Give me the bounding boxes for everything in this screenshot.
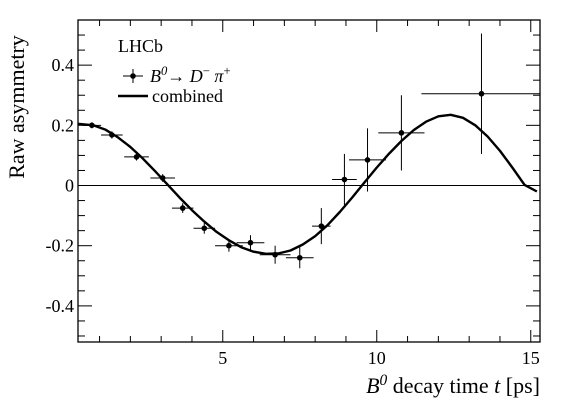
legend: LHCb B0→ D− π+ combined [118,36,231,106]
data-point [378,95,425,171]
data-marker [341,176,348,183]
label-part: [ps] [500,373,540,398]
data-marker [247,239,254,246]
data-marker [201,225,208,232]
plot-frame [77,19,541,343]
data-point [193,222,216,234]
label-part: − [203,64,210,78]
data-marker [272,251,278,258]
fit-curve [78,113,538,255]
data-marker [133,154,140,160]
data-marker [318,223,325,229]
label-part: 0 [380,372,388,389]
label-part: B [150,66,161,86]
label-part: 0 [161,64,168,78]
data-marker [179,205,186,211]
data-point [171,203,194,213]
y-tick-label: -0.4 [46,296,75,316]
y-tick-label: 0.2 [52,115,75,135]
plot-content [78,33,540,269]
legend-fit-entry: combined [152,86,223,106]
label-part: + [223,64,230,78]
data-point [259,245,291,264]
data-point [124,153,149,161]
legend-data-entry: B0→ D− π+ [150,64,231,86]
legend-header: LHCb [118,36,163,56]
data-point [312,208,331,245]
data-marker [398,130,405,136]
label-part: D [185,66,203,86]
data-point [349,128,386,192]
label-part: decay time [387,373,494,398]
y-axis-label: Raw asymmetry [4,35,29,179]
legend-marker-point [130,73,136,79]
data-point [421,33,540,154]
label-part: → [167,66,185,86]
x-tick-label: 10 [368,348,386,368]
data-point [150,174,176,182]
y-tick-label: -0.2 [46,236,75,256]
x-tick-label: 15 [522,348,540,368]
data-point [215,239,243,252]
y-tick-label: 0.4 [52,55,75,75]
data-marker [478,90,485,97]
data-point [236,235,265,251]
label-part: π [210,66,225,86]
data-point [285,247,314,269]
data-marker [364,157,371,163]
data-marker [159,175,166,181]
label-part: B [366,373,379,398]
data-point [332,153,357,206]
data-marker [296,254,303,261]
label-part: t [494,373,501,398]
data-point [101,131,123,139]
y-tick-label: 0 [65,176,74,196]
x-tick-label: 5 [218,348,227,368]
data-marker [109,132,115,138]
x-axis-label: B0 decay time t [ps] [366,372,540,399]
data-marker [226,242,232,249]
axis-ticks: 5 10 15 -0.4 -0.2 0 0.2 0.4 [46,20,540,368]
